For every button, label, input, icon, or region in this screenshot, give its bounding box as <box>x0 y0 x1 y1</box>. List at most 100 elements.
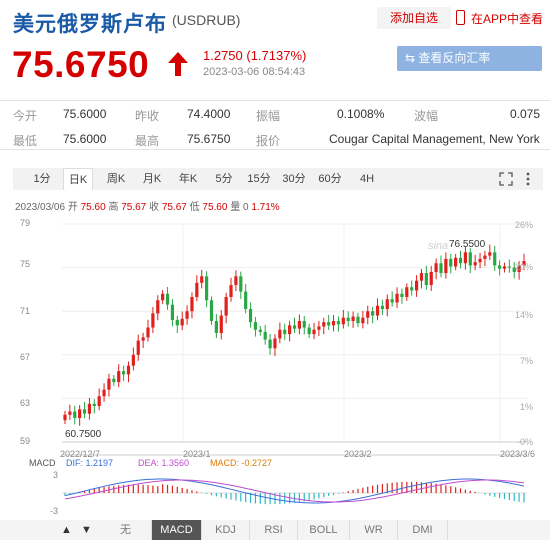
candle-body <box>78 409 82 419</box>
tab-5min[interactable]: 5分 <box>215 173 233 185</box>
current-price: 75.6750 <box>12 44 150 85</box>
candle-body <box>395 293 399 303</box>
candle-body <box>141 337 145 341</box>
candle-body <box>248 309 253 323</box>
tab-1min[interactable]: 1分 <box>33 173 51 185</box>
candle-body <box>419 273 424 281</box>
candle-body <box>497 265 502 269</box>
candle-info-line: 2023/03/06 开 75.60 高 75.67 收 75.67 低 75.… <box>15 198 280 213</box>
y-pct-tick-2: 14% <box>515 310 533 320</box>
candle-body <box>97 396 101 407</box>
indicator-none[interactable]: 无 <box>100 520 152 540</box>
candle-body <box>400 293 404 298</box>
indicator-macd[interactable]: MACD <box>152 520 202 540</box>
candlestick-chart[interactable]: sina 76.5500 60.7500 79 75 71 67 63 59 2… <box>0 214 550 520</box>
quote-source-value: Cougar Capital Management, New York <box>329 132 540 146</box>
y-tick-1: 75 <box>20 259 30 269</box>
x-label-2: 2023/2 <box>344 449 372 459</box>
macd-line <box>64 478 525 504</box>
candle-body <box>502 266 507 269</box>
quote-time: 2023-03-06 08:54:43 <box>203 66 306 78</box>
reverse-rate-button[interactable]: ⇆ 查看反向汇率 RUBUSD <box>397 46 542 90</box>
candle-body <box>327 322 331 326</box>
tab-year-k[interactable]: 年K <box>178 173 198 185</box>
fullscreen-icon[interactable] <box>499 172 513 186</box>
macd-dif: DIF: 1.2197 <box>66 458 113 468</box>
tab-15min[interactable]: 15分 <box>247 173 271 185</box>
candle-body <box>268 339 272 349</box>
candle-body <box>463 252 468 264</box>
wave-value: 0.075 <box>510 107 541 121</box>
tab-60min[interactable]: 60分 <box>318 173 342 185</box>
candle-body <box>121 371 126 375</box>
indicator-kdj[interactable]: KDJ <box>202 520 250 540</box>
candle-body <box>473 262 477 266</box>
candle-body <box>63 414 67 421</box>
candle-body <box>205 276 209 301</box>
candle-body <box>371 311 375 316</box>
candle-body <box>488 252 492 256</box>
candle-body <box>297 321 301 329</box>
candle-body <box>185 311 189 319</box>
candle-body <box>375 305 380 316</box>
candle-body <box>195 282 199 298</box>
candle-body <box>117 371 121 383</box>
candle-body <box>493 252 497 266</box>
tab-month-k[interactable]: 月K <box>142 173 162 185</box>
candle-body <box>331 321 336 326</box>
indicator-dmi[interactable]: DMI <box>398 520 448 540</box>
candle-body <box>351 316 355 322</box>
candle-body <box>366 311 370 318</box>
candle-body <box>410 287 414 291</box>
y-pct-tick-4: 1% <box>520 402 533 412</box>
candle-body <box>146 327 150 338</box>
candle-body <box>68 411 72 415</box>
candle-body <box>405 287 409 298</box>
price-change: 1.2750 (1.7137%) <box>203 48 307 63</box>
info-high-label: 高 <box>108 202 119 213</box>
page-title: 美元俄罗斯卢布 <box>13 13 167 36</box>
view-in-app-link[interactable]: 在APP中查看 <box>471 12 544 26</box>
candle-body <box>336 321 341 325</box>
candle-body <box>434 263 438 272</box>
info-close-label: 收 <box>149 202 160 213</box>
candle-body <box>522 261 526 266</box>
indicator-rsi[interactable]: RSI <box>250 520 298 540</box>
tab-4h[interactable]: 4H <box>359 173 375 185</box>
candle-body <box>131 354 135 366</box>
candle-body <box>322 322 326 327</box>
up-arrow-icon <box>168 52 188 76</box>
indicator-boll[interactable]: BOLL <box>298 520 350 540</box>
more-icon[interactable] <box>525 172 531 186</box>
reverse-rate-label: 查看反向汇率 RUBUSD <box>405 51 491 90</box>
x-label-3: 2023/3/6 <box>500 449 535 459</box>
scroll-up-icon[interactable]: ▲ <box>61 524 72 536</box>
candle-body <box>468 252 472 266</box>
candle-body <box>278 329 282 339</box>
candle-body <box>414 280 419 291</box>
y-pct-tick-5: -0% <box>517 437 533 447</box>
y-tick-4: 63 <box>20 398 30 408</box>
add-watchlist-button[interactable]: 添加自选 <box>377 7 451 29</box>
candle-body <box>356 316 360 324</box>
candle-body <box>346 317 350 322</box>
indicator-tabs: ▲ ▼ 无 MACD KDJ RSI BOLL WR DMI <box>0 520 550 540</box>
amplitude-label: 振幅 <box>256 109 281 123</box>
y-pct-tick-1: 20% <box>515 262 533 272</box>
candle-body <box>156 300 160 314</box>
symbol-code: (USDRUB) <box>172 12 241 28</box>
candle-body <box>507 266 511 268</box>
tab-day-k[interactable]: 日K <box>63 168 93 190</box>
scroll-down-icon[interactable]: ▼ <box>81 524 92 536</box>
candle-body <box>317 326 321 330</box>
candle-body <box>273 338 277 349</box>
candle-body <box>512 267 516 272</box>
candle-body <box>73 411 77 419</box>
high-value: 75.6750 <box>187 132 231 146</box>
candle-body <box>180 318 184 326</box>
tab-week-k[interactable]: 周K <box>106 173 126 185</box>
high-label: 最高 <box>135 134 160 148</box>
indicator-wr[interactable]: WR <box>350 520 398 540</box>
tab-30min[interactable]: 30分 <box>282 173 306 185</box>
candle-body <box>165 293 170 305</box>
